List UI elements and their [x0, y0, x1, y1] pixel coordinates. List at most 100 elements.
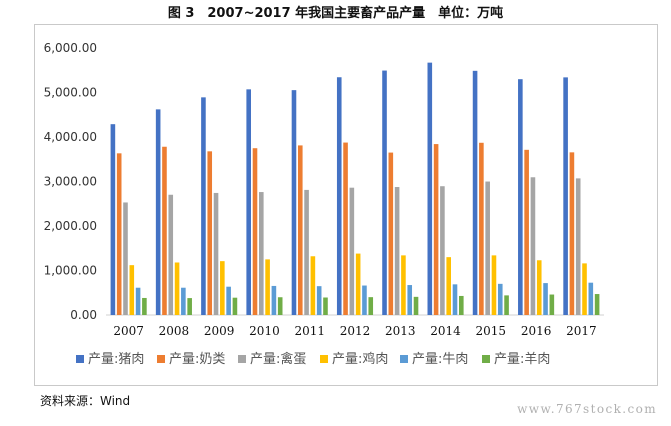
bar-产量:奶类-2016 [524, 149, 529, 315]
bar-产量:奶类-2017 [569, 152, 575, 315]
bar-产量:鸡肉-2015 [491, 255, 497, 315]
bar-产量:猪肉-2013 [382, 70, 387, 315]
bar-产量:牛肉-2017 [588, 282, 594, 315]
bar-产量:鸡肉-2014 [446, 257, 451, 315]
bar-产量:鸡肉-2012 [355, 253, 361, 315]
bar-产量:奶类-2012 [343, 142, 348, 315]
bar-产量:猪肉-2010 [246, 89, 251, 315]
bar-产量:禽蛋-2008 [168, 194, 174, 315]
bar-产量:猪肉-2015 [472, 70, 478, 315]
bar-产量:羊肉-2013 [413, 296, 419, 315]
bar-产量:鸡肉-2016 [536, 260, 542, 315]
bar-产量:猪肉-2011 [291, 90, 297, 315]
bar-产量:鸡肉-2017 [582, 263, 587, 315]
y-tick-label: 1,000.00 [44, 264, 97, 278]
x-tick-label: 2016 [521, 324, 552, 338]
bar-产量:羊肉-2015 [504, 295, 509, 315]
legend-label: 产量:羊肉 [494, 351, 550, 367]
bar-产量:禽蛋-2014 [440, 186, 445, 315]
bar-产量:猪肉-2012 [336, 77, 342, 316]
bar-产量:羊肉-2007 [142, 297, 147, 315]
x-tick-label: 2010 [249, 324, 280, 338]
legend-swatch [320, 355, 328, 363]
bar-产量:奶类-2011 [297, 145, 303, 315]
bar-产量:禽蛋-2012 [349, 187, 355, 315]
bar-产量:禽蛋-2009 [213, 192, 219, 315]
legend-swatch [400, 355, 408, 363]
bar-产量:鸡肉-2010 [265, 259, 270, 316]
bar-产量:奶类-2010 [252, 148, 258, 315]
bar-产量:猪肉-2008 [155, 109, 161, 316]
legend-label: 产量:奶类 [169, 352, 225, 367]
bar-产量:牛肉-2015 [497, 283, 503, 315]
bar-产量:鸡肉-2007 [129, 265, 135, 315]
bar-产量:羊肉-2010 [277, 297, 283, 315]
bar-产量:羊肉-2012 [368, 297, 374, 315]
x-tick-label: 2008 [159, 324, 190, 338]
bar-产量:鸡肉-2013 [401, 255, 406, 315]
bar-产量:羊肉-2011 [323, 297, 328, 315]
chart-frame [34, 24, 658, 386]
x-tick-label: 2014 [430, 324, 461, 338]
bar-产量:羊肉-2016 [549, 294, 555, 315]
bar-产量:禽蛋-2016 [530, 177, 536, 315]
bar-产量:羊肉-2008 [187, 298, 192, 315]
x-tick-label: 2007 [113, 324, 144, 338]
x-tick-label: 2013 [385, 324, 416, 338]
bar-产量:牛肉-2016 [543, 283, 548, 315]
bar-产量:牛肉-2009 [226, 286, 231, 315]
bar-产量:牛肉-2014 [452, 284, 458, 315]
legend-label: 产量:牛肉 [412, 352, 468, 367]
bar-产量:牛肉-2007 [135, 287, 141, 315]
bar-产量:羊肉-2017 [594, 294, 600, 315]
bar-产量:禽蛋-2010 [259, 192, 264, 315]
bar-产量:禽蛋-2017 [575, 178, 581, 315]
bar-产量:猪肉-2007 [110, 124, 116, 316]
watermark: www.767stock.com [517, 402, 657, 416]
y-tick-label: 4,000.00 [44, 130, 97, 144]
figure-title: 图 3 2007~2017 年我国主要畜产品产量 单位：万吨 [167, 6, 504, 21]
bar-产量:鸡肉-2011 [310, 256, 316, 315]
legend-swatch [76, 355, 84, 363]
bar-产量:牛肉-2013 [407, 285, 413, 315]
source-note: 资料来源：Wind [40, 394, 131, 408]
x-tick-label: 2017 [566, 324, 597, 338]
bar-产量:牛肉-2010 [271, 285, 277, 315]
bar-产量:鸡肉-2009 [220, 261, 225, 315]
y-tick-label: 6,000.00 [44, 41, 97, 55]
x-tick-label: 2011 [294, 324, 325, 338]
x-tick-label: 2009 [204, 324, 235, 338]
bar-产量:禽蛋-2011 [304, 189, 309, 315]
y-tick-label: 3,000.00 [44, 175, 97, 189]
bar-产量:奶类-2013 [388, 152, 394, 315]
bar-产量:奶类-2014 [433, 144, 439, 315]
bar-产量:猪肉-2009 [201, 97, 206, 315]
bar-产量:禽蛋-2007 [123, 202, 128, 315]
legend-label: 产量:禽蛋 [250, 351, 306, 367]
bar-产量:牛肉-2012 [362, 285, 367, 315]
bar-产量:禽蛋-2013 [394, 187, 400, 315]
y-tick-label: 0.00 [70, 308, 97, 322]
legend-swatch [238, 355, 246, 363]
legend-label: 产量:鸡肉 [332, 351, 388, 367]
legend-label: 产量:猪肉 [88, 352, 144, 367]
bar-产量:羊肉-2009 [232, 297, 238, 315]
legend-swatch [157, 355, 165, 363]
bar-产量:鸡肉-2008 [174, 262, 180, 315]
bar-产量:奶类-2015 [479, 142, 484, 315]
legend-swatch [482, 355, 490, 363]
bar-产量:猪肉-2014 [427, 62, 433, 315]
bar-产量:羊肉-2014 [459, 295, 464, 315]
bar-产量:猪肉-2017 [563, 77, 568, 316]
bar-产量:牛肉-2008 [181, 287, 186, 315]
bar-产量:奶类-2009 [207, 151, 213, 315]
bar-产量:奶类-2008 [162, 146, 167, 315]
x-tick-label: 2015 [476, 324, 507, 338]
bar-产量:禽蛋-2015 [485, 181, 490, 315]
bar-产量:牛肉-2011 [316, 286, 322, 315]
x-tick-label: 2012 [340, 324, 371, 338]
bar-产量:奶类-2007 [116, 153, 122, 315]
bar-产量:猪肉-2016 [518, 79, 523, 315]
y-tick-label: 5,000.00 [44, 86, 97, 100]
